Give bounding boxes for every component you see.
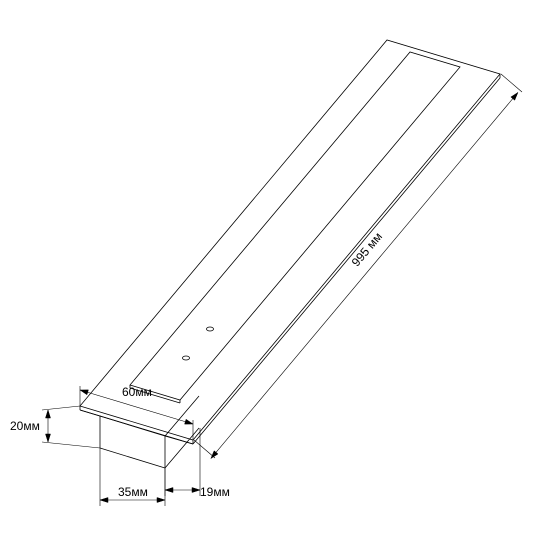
dim-body-width: 35мм	[118, 485, 148, 499]
dim-flange-width: 60мм	[122, 385, 152, 399]
dim-length: 995 мм	[349, 230, 385, 270]
dim-groove-depth: 19мм	[200, 485, 230, 499]
technical-drawing: 995 мм 60мм 20мм 35мм 19мм	[0, 0, 550, 550]
dim-height: 20мм	[10, 419, 40, 433]
